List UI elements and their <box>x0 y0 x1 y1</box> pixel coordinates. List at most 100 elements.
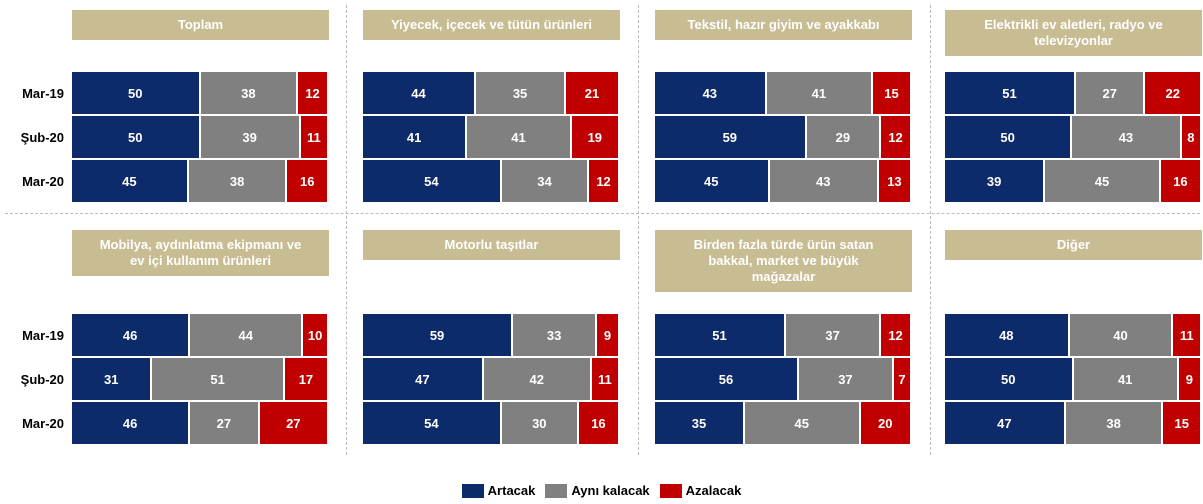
bar-segment: 9 <box>1178 358 1202 400</box>
data-label: 44 <box>411 85 426 101</box>
chart-title: Elektrikli ev aletleri, radyo ve televiz… <box>945 10 1202 56</box>
data-label: 41 <box>511 129 526 145</box>
data-label: 41 <box>811 85 827 101</box>
bar-segment: 39 <box>945 160 1046 202</box>
bar-segment: 34 <box>501 160 590 202</box>
bar-segment: 50 <box>72 72 201 114</box>
data-label: 37 <box>825 327 840 343</box>
data-label: 59 <box>722 129 738 145</box>
bar-segment: 39 <box>200 116 301 158</box>
data-label: 50 <box>1001 371 1016 387</box>
bar-segment: 22 <box>1145 72 1202 114</box>
data-label: 11 <box>1179 327 1194 343</box>
bar-segment: 15 <box>1163 402 1202 444</box>
data-label: 33 <box>546 327 562 343</box>
bar-segment: 50 <box>945 358 1074 400</box>
data-label: 48 <box>999 327 1014 343</box>
category-label: Şub-20 <box>20 371 64 387</box>
bar-segment: 16 <box>287 160 329 202</box>
data-label: 34 <box>537 173 552 189</box>
data-label: 59 <box>429 327 445 343</box>
separator <box>638 5 639 455</box>
bar-segment: 41 <box>1073 358 1179 400</box>
data-label: 29 <box>835 129 851 145</box>
bar-segment: 45 <box>744 402 861 444</box>
bar-segment: 45 <box>655 160 770 202</box>
bar-segment: 11 <box>300 116 329 158</box>
data-label: 51 <box>712 327 727 343</box>
data-label: 47 <box>415 371 430 387</box>
data-label: 12 <box>888 327 903 343</box>
data-label: 15 <box>1174 415 1189 431</box>
bar-segment: 41 <box>467 116 572 158</box>
data-label: 9 <box>1185 371 1194 387</box>
bar-segment: 30 <box>501 402 579 444</box>
category-label: Mar-19 <box>22 85 64 101</box>
data-label: 13 <box>887 173 902 189</box>
data-label: 56 <box>718 371 734 387</box>
data-label: 42 <box>529 371 544 387</box>
data-label: 12 <box>596 173 611 189</box>
bar-segment: 44 <box>190 314 304 356</box>
bar-segment: 51 <box>945 72 1077 114</box>
chart-title: Toplam <box>72 10 329 40</box>
bar-segment: 42 <box>483 358 592 400</box>
data-label: 40 <box>1113 327 1128 343</box>
data-label: 54 <box>424 415 439 431</box>
bar-segment: 13 <box>878 160 912 202</box>
legend: Artacak Aynı kalacak Azalacak <box>0 483 1203 498</box>
data-label: 46 <box>122 415 138 431</box>
data-label: 47 <box>997 415 1012 431</box>
bar-segment: 50 <box>72 116 201 158</box>
bar-segment: 46 <box>72 402 191 444</box>
bar-segment: 41 <box>766 72 874 114</box>
bar-segment: 29 <box>806 116 882 158</box>
data-label: 39 <box>242 129 257 145</box>
data-label: 16 <box>299 173 315 189</box>
data-label: 51 <box>210 371 225 387</box>
data-label: 43 <box>702 85 718 101</box>
separator <box>930 5 931 455</box>
legend-swatch <box>659 483 682 498</box>
bar-segment: 43 <box>1072 116 1182 158</box>
data-label: 54 <box>424 173 439 189</box>
data-label: 38 <box>1106 415 1121 431</box>
bar-segment: 12 <box>589 160 620 202</box>
data-label: 30 <box>532 415 547 431</box>
bar-segment: 59 <box>655 116 807 158</box>
data-label: 7 <box>898 371 906 387</box>
bar-segment: 54 <box>363 402 502 444</box>
data-label: 41 <box>1117 371 1133 387</box>
chart-title: Diğer <box>945 230 1202 260</box>
bar-segment: 8 <box>1181 116 1202 158</box>
bar-segment: 9 <box>597 314 620 356</box>
bar-segment: 10 <box>303 314 329 356</box>
bar-segment: 44 <box>363 72 477 114</box>
legend-label: Azalacak <box>685 483 742 498</box>
chart-title: Motorlu taşıtlar <box>363 230 620 260</box>
bar-segment: 41 <box>363 116 468 158</box>
data-label: 50 <box>128 85 143 101</box>
data-label: 16 <box>1173 173 1188 189</box>
bar-segment: 20 <box>860 402 912 444</box>
bar-segment: 47 <box>945 402 1066 444</box>
data-label: 10 <box>307 327 323 343</box>
bar-segment: 43 <box>655 72 767 114</box>
data-label: 11 <box>306 129 321 145</box>
data-label: 45 <box>794 415 809 431</box>
data-label: 11 <box>597 371 612 387</box>
data-label: 50 <box>1000 129 1015 145</box>
data-label: 44 <box>238 327 253 343</box>
bar-segment: 48 <box>945 314 1070 356</box>
bar-segment: 27 <box>1076 72 1146 114</box>
legend-item: Azalacak <box>659 483 742 498</box>
data-label: 16 <box>591 415 606 431</box>
data-label: 41 <box>406 129 422 145</box>
separator <box>346 5 347 455</box>
bar-segment: 12 <box>881 116 912 158</box>
bar-segment: 38 <box>1065 402 1164 444</box>
separator <box>5 213 1200 214</box>
data-label: 19 <box>587 129 603 145</box>
data-label: 17 <box>298 371 314 387</box>
category-label: Mar-20 <box>22 173 64 189</box>
